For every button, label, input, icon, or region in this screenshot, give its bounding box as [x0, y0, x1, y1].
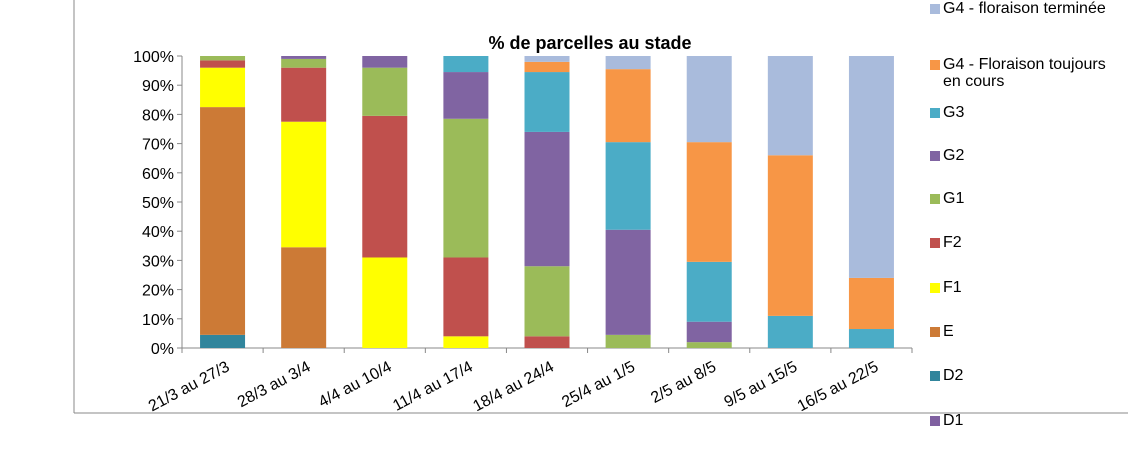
legend-label: G2 — [943, 147, 965, 164]
y-tick-label: 40% — [142, 224, 174, 241]
bar-segment — [200, 107, 246, 335]
legend-item: G3 — [930, 104, 1120, 121]
legend-swatch — [930, 327, 940, 337]
x-tick-label: 4/4 au 10/4 — [316, 358, 395, 411]
legend-item: D1 — [930, 412, 1120, 429]
bar-segment — [524, 56, 570, 62]
legend-label: G3 — [943, 104, 965, 121]
x-tick-label: 25/4 au 1/5 — [559, 358, 638, 411]
legend-label: G4 - floraison terminée — [943, 0, 1106, 17]
x-tick-label: 9/5 au 15/5 — [722, 358, 801, 411]
legend-item: F1 — [930, 279, 1120, 296]
legend-swatch — [930, 238, 940, 248]
bar-segment — [605, 229, 651, 335]
x-tick-label: 11/4 au 17/4 — [390, 358, 476, 414]
legend-label: D1 — [943, 412, 964, 429]
bar-segment — [200, 56, 246, 61]
legend-label: E — [943, 323, 954, 340]
y-tick-label: 10% — [142, 312, 174, 329]
x-tick-label: 18/4 au 24/4 — [470, 358, 557, 415]
y-tick-label: 100% — [133, 49, 174, 66]
bar-segment — [362, 67, 408, 116]
y-tick-label: 50% — [142, 195, 174, 212]
bar-segment — [524, 61, 570, 73]
legend-swatch — [930, 283, 940, 293]
bar-segment — [524, 72, 570, 132]
bar-segment — [767, 56, 813, 156]
legend-swatch — [930, 4, 940, 14]
legend-label: D2 — [943, 367, 964, 384]
x-tick-label: 2/5 au 8/5 — [648, 358, 719, 406]
bar-segment — [443, 257, 489, 337]
y-tick-label: 60% — [142, 166, 174, 183]
legend-swatch — [930, 60, 940, 70]
legend-label: F2 — [943, 234, 962, 251]
bar-segment — [686, 142, 732, 262]
y-tick-label: 70% — [142, 137, 174, 154]
legend-item: G4 - Floraison toujours en cours — [930, 56, 1120, 90]
bar-segment — [524, 266, 570, 337]
bar-segment — [200, 67, 246, 108]
x-tick-label: 16/5 au 22/5 — [795, 358, 882, 415]
bar-segment — [443, 118, 489, 258]
legend-label: G4 - Floraison toujours en cours — [943, 56, 1106, 90]
legend-item: G4 - floraison terminée — [930, 0, 1120, 17]
x-tick-label: 28/3 au 3/4 — [235, 358, 314, 411]
bar-segment — [767, 315, 813, 348]
bar-segment — [686, 261, 732, 322]
bar-segment — [362, 115, 408, 258]
legend-swatch — [930, 194, 940, 204]
bar-segment — [605, 69, 651, 143]
bar-segment — [443, 56, 489, 73]
bar-segment — [767, 155, 813, 316]
legend-swatch — [930, 151, 940, 161]
legend-label: G1 — [943, 190, 965, 207]
bar-segment — [848, 56, 894, 278]
bar-segment — [686, 342, 732, 348]
y-tick-label: 0% — [151, 341, 174, 358]
legend-swatch — [930, 371, 940, 381]
bar-segment — [605, 56, 651, 70]
bar-segment — [605, 334, 651, 348]
legend-item: E — [930, 323, 1120, 340]
legend-item: F2 — [930, 234, 1120, 251]
bar-segment — [524, 336, 570, 348]
bar-segment — [281, 121, 327, 248]
bar-segment — [200, 334, 246, 348]
bar-segment — [281, 67, 327, 122]
bar-segment — [443, 72, 489, 119]
bar-segment — [362, 56, 408, 68]
legend-item: D2 — [930, 367, 1120, 384]
y-tick-label: 30% — [142, 253, 174, 270]
y-tick-label: 80% — [142, 107, 174, 124]
bar-segment — [686, 56, 732, 143]
bar-segment — [281, 56, 327, 59]
chart-title: % de parcelles au stade — [488, 33, 691, 53]
bar-segment — [200, 60, 246, 68]
bar-segment — [362, 257, 408, 348]
bar-segment — [443, 336, 489, 348]
legend-item: G2 — [930, 147, 1120, 164]
bar-segment — [848, 329, 894, 348]
y-tick-label: 20% — [142, 283, 174, 300]
legend-swatch — [930, 416, 940, 426]
bar-segment — [605, 142, 651, 230]
bar-segment — [281, 58, 327, 68]
x-tick-label: 21/3 au 27/3 — [146, 358, 233, 415]
bar-segment — [686, 321, 732, 343]
bar-segment — [524, 131, 570, 267]
bar-segment — [281, 247, 327, 348]
bar-segment — [848, 277, 894, 330]
legend-item: G1 — [930, 190, 1120, 207]
legend-swatch — [930, 108, 940, 118]
y-tick-label: 90% — [142, 78, 174, 95]
legend-label: F1 — [943, 279, 962, 296]
